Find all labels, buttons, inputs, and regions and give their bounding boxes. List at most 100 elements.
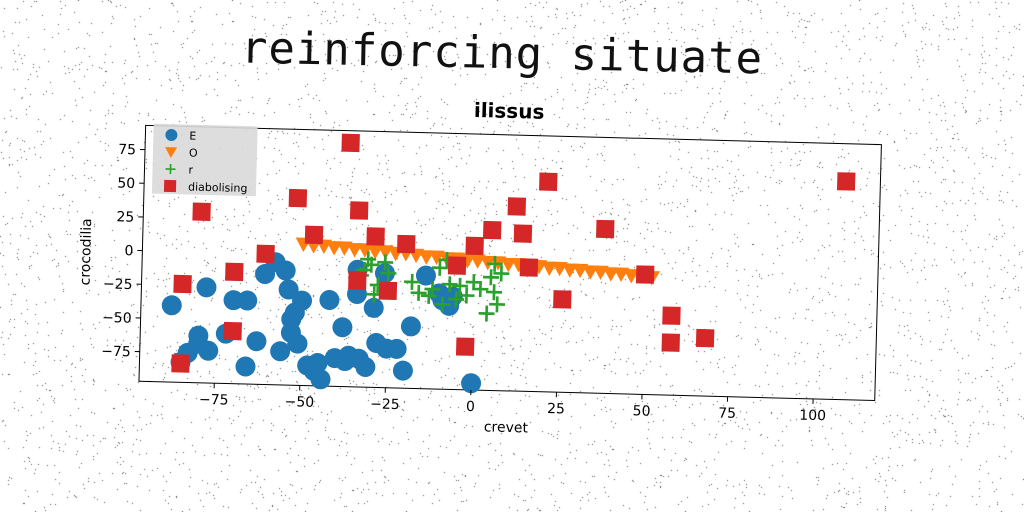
data-point — [363, 297, 384, 318]
data-point — [161, 295, 182, 316]
data-point — [455, 337, 475, 356]
y-tick-label: −75 — [101, 344, 131, 361]
y-tick-label: −50 — [102, 310, 132, 327]
data-point — [270, 341, 291, 362]
data-point — [441, 276, 458, 293]
data-point — [288, 188, 308, 208]
data-point — [392, 360, 413, 381]
data-point — [319, 289, 340, 310]
data-point — [349, 201, 369, 220]
data-point — [478, 305, 495, 322]
x-tick-label: 25 — [547, 401, 565, 417]
data-point — [541, 261, 558, 277]
data-marks — [161, 133, 856, 394]
data-point — [458, 287, 475, 304]
x-tick-label: −75 — [199, 392, 229, 409]
legend-label: E — [189, 130, 196, 143]
legend-marker — [163, 179, 177, 193]
legend-label: diabolising — [188, 180, 248, 195]
data-point — [482, 269, 500, 286]
series-E — [161, 252, 482, 394]
data-point — [346, 242, 363, 258]
data-point — [171, 354, 190, 373]
data-point — [410, 284, 427, 301]
data-point — [192, 202, 211, 221]
data-point — [486, 255, 503, 272]
data-point — [493, 265, 510, 282]
data-point — [623, 268, 640, 284]
legend-marker — [165, 147, 178, 159]
data-point — [400, 316, 421, 337]
legend-marker — [165, 129, 178, 142]
data-point — [447, 256, 467, 275]
x-tick-label: −25 — [370, 396, 400, 413]
data-point — [307, 353, 328, 374]
data-point — [442, 286, 463, 307]
plot-group: ilissus −75 −50 −25 0 25 50 75 100 −75 −50 −25 0 25 5… — [77, 98, 882, 436]
data-point — [386, 338, 407, 359]
data-point — [237, 290, 258, 311]
data-point — [287, 333, 308, 354]
axes-frame — [138, 124, 882, 402]
x-tick-label: 75 — [718, 405, 736, 421]
data-point — [553, 290, 572, 309]
y-tick-label: 25 — [116, 209, 134, 225]
data-point — [582, 265, 599, 280]
data-point — [662, 306, 681, 325]
data-point — [519, 258, 539, 277]
data-point — [188, 325, 209, 346]
data-point — [366, 227, 385, 246]
series-diabolising — [171, 133, 856, 373]
data-point — [292, 290, 313, 311]
legend-label: r — [188, 163, 193, 176]
data-point — [341, 133, 360, 153]
x-tick-label: 50 — [632, 403, 650, 419]
data-point — [348, 271, 367, 290]
data-point — [562, 263, 579, 278]
data-point — [635, 265, 655, 284]
data-point — [451, 277, 468, 294]
x-tick-label: −50 — [284, 394, 314, 411]
data-point — [397, 234, 416, 254]
data-point — [256, 244, 275, 264]
y-tick-label: 50 — [117, 176, 135, 192]
data-point — [513, 224, 533, 243]
data-point — [223, 321, 242, 341]
data-point — [367, 244, 384, 260]
data-point — [404, 273, 421, 290]
x-axis-label: crevet — [484, 419, 529, 436]
data-point — [235, 356, 256, 377]
data-point — [275, 260, 296, 281]
data-point — [461, 373, 482, 394]
data-point — [489, 296, 506, 313]
data-point — [326, 240, 343, 256]
y-tick-label: 75 — [118, 142, 136, 158]
legend: EOr diabolising — [151, 123, 258, 197]
data-point — [418, 250, 435, 265]
data-point — [415, 265, 436, 286]
x-tick-label: 0 — [466, 399, 475, 415]
data-point — [603, 267, 620, 282]
data-point — [695, 328, 715, 348]
data-point — [198, 340, 219, 361]
data-point — [500, 257, 517, 273]
data-point — [246, 331, 267, 352]
legend-box — [151, 123, 258, 197]
y-axis-label: crocodilia — [77, 218, 95, 286]
y-tick-label: 0 — [124, 243, 133, 259]
data-point — [661, 333, 680, 352]
data-point — [485, 284, 503, 301]
data-point — [507, 197, 527, 216]
chart-title: ilissus — [474, 98, 545, 124]
data-point — [424, 281, 441, 298]
y-tick-label: −25 — [103, 276, 133, 293]
data-point — [465, 274, 482, 291]
data-point — [836, 172, 856, 191]
data-point — [472, 281, 489, 298]
x-tick-label: 100 — [799, 408, 826, 425]
data-point — [173, 274, 192, 294]
legend-label: O — [189, 147, 198, 160]
data-point — [420, 287, 437, 304]
